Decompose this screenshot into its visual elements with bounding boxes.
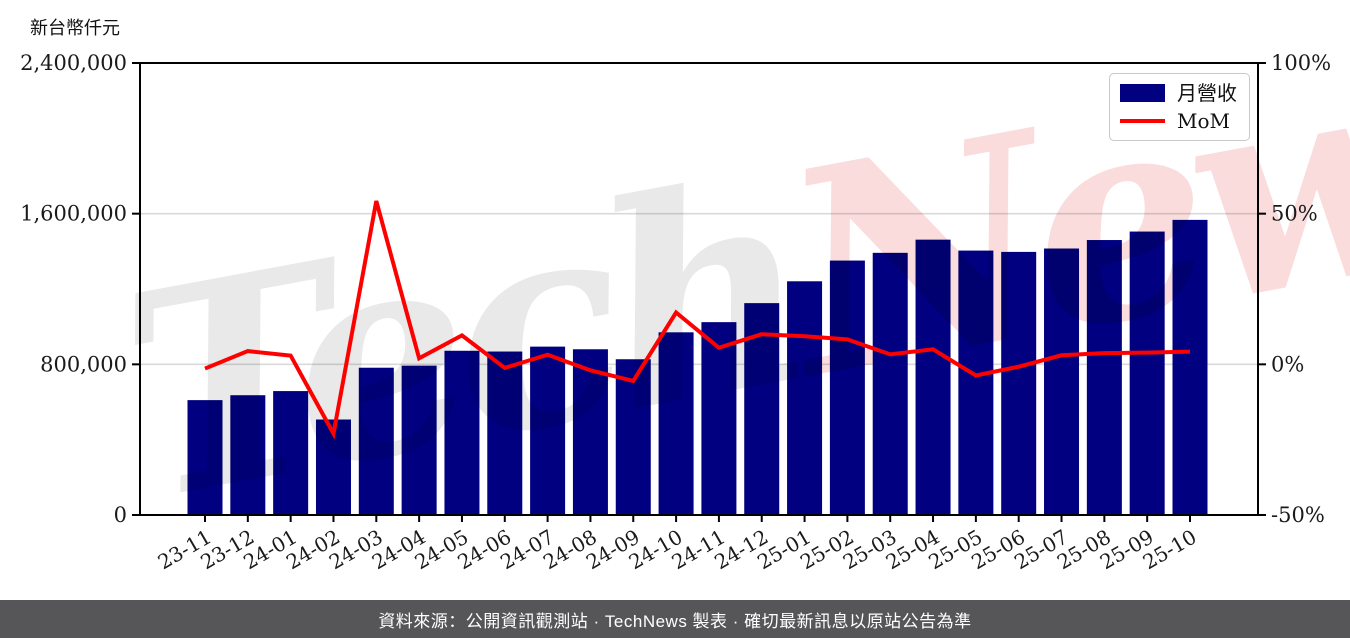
left-tick-label: 800,000 bbox=[40, 352, 127, 376]
revenue-bar bbox=[1001, 251, 1037, 516]
left-tick-label: 1,600,000 bbox=[20, 202, 127, 226]
revenue-bar-swatch-icon bbox=[1120, 83, 1165, 102]
revenue-bar bbox=[358, 367, 394, 515]
left-tick-label: 0 bbox=[114, 503, 127, 527]
legend-label-mom: MoM bbox=[1177, 109, 1230, 134]
right-tick-label: 50% bbox=[1271, 202, 1318, 226]
mom-line-swatch-icon bbox=[1120, 119, 1165, 124]
right-axis: -50% 0% 50% 100% bbox=[1258, 51, 1331, 527]
revenue-bar bbox=[444, 350, 480, 515]
right-tick-label: 100% bbox=[1271, 51, 1331, 75]
revenue-bar bbox=[1086, 240, 1122, 516]
revenue-bar bbox=[872, 252, 908, 515]
legend-label-revenue: 月營收 bbox=[1177, 80, 1237, 105]
revenue-bar bbox=[401, 365, 437, 515]
plot-border bbox=[139, 62, 1259, 516]
revenue-bar bbox=[915, 239, 951, 515]
legend-item-revenue: 月營收 bbox=[1110, 83, 1249, 103]
revenue-bar bbox=[273, 391, 309, 515]
revenue-bar bbox=[1129, 231, 1165, 515]
left-axis: 0 800,000 1,600,000 2,400,000 bbox=[20, 51, 140, 527]
legend-item-mom: MoM bbox=[1110, 111, 1249, 131]
left-axis-unit-label: 新台幣仟元 bbox=[30, 18, 120, 39]
revenue-bar bbox=[701, 322, 737, 515]
revenue-bar bbox=[787, 281, 823, 515]
chart-legend: 月營收 MoM bbox=[1109, 73, 1250, 141]
revenue-mom-chart: TechNews 23-11 23-12 24-01 24-02 24-03 24-04 24… bbox=[20, 0, 1350, 574]
revenue-bar bbox=[530, 346, 566, 515]
right-tick-label: -50% bbox=[1271, 503, 1325, 527]
revenue-bar bbox=[487, 351, 523, 515]
revenue-bar bbox=[187, 400, 223, 515]
revenue-bar bbox=[658, 332, 694, 515]
revenue-bar bbox=[958, 250, 994, 515]
revenue-bar bbox=[615, 359, 651, 515]
revenue-bar bbox=[1172, 219, 1208, 516]
source-footer-text: 資料來源：公開資訊觀測站 · TechNews 製表 · 確切最新訊息以原站公告… bbox=[378, 611, 972, 631]
chart-plot-svg: TechNews23-1123-1224-0124-0224-0324-0424… bbox=[20, 0, 1350, 574]
mom-line bbox=[204, 200, 1191, 440]
bars-group bbox=[187, 219, 1208, 516]
revenue-bar bbox=[829, 260, 865, 515]
revenue-bar bbox=[572, 349, 608, 515]
revenue-bar bbox=[1044, 248, 1080, 515]
right-tick-label: 0% bbox=[1271, 352, 1304, 376]
left-tick-label: 2,400,000 bbox=[20, 51, 127, 75]
revenue-bar bbox=[230, 395, 266, 515]
source-footer: 資料來源：公開資訊觀測站 · TechNews 製表 · 確切最新訊息以原站公告… bbox=[0, 600, 1350, 638]
